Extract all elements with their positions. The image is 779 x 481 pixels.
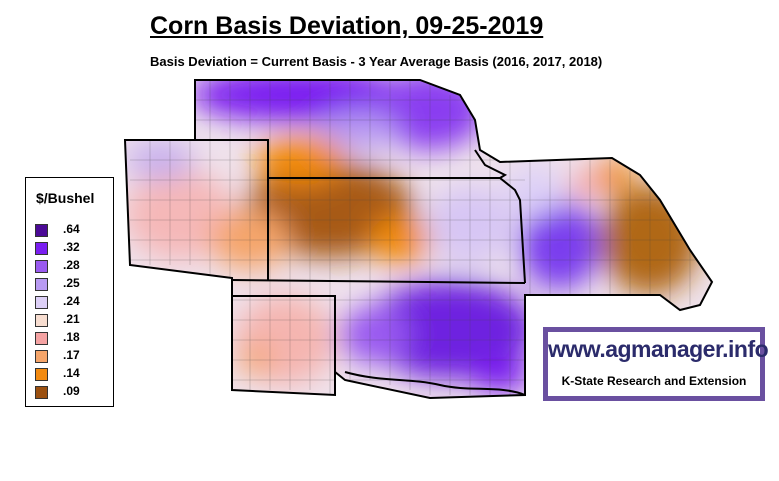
legend-label: .64 bbox=[63, 222, 80, 236]
legend-item: .25 bbox=[35, 276, 111, 292]
legend-swatch bbox=[35, 296, 48, 309]
legend-label: .17 bbox=[63, 348, 80, 362]
legend-label: .18 bbox=[63, 330, 80, 344]
legend-item: .32 bbox=[35, 240, 111, 256]
legend-item: .18 bbox=[35, 330, 111, 346]
logo-inner: www.agmanager.info K-State Research and … bbox=[548, 332, 769, 396]
legend-swatch bbox=[35, 260, 48, 273]
legend-label: .14 bbox=[63, 366, 80, 380]
state-boundaries bbox=[123, 79, 714, 400]
legend-swatch bbox=[35, 386, 48, 399]
legend-item: .09 bbox=[35, 384, 111, 400]
legend-label: .28 bbox=[63, 258, 80, 272]
legend-item: .21 bbox=[35, 312, 111, 328]
legend-label: .24 bbox=[63, 294, 80, 308]
logo-url-text: www.agmanager.info bbox=[548, 336, 769, 362]
legend-item: .14 bbox=[35, 366, 111, 382]
logo-org-text: K-State Research and Extension bbox=[561, 374, 747, 388]
legend-swatch bbox=[35, 224, 48, 237]
legend: $/Bushel .64 .32 .28 .25 .24 .21 .18 .17 .14 .09 bbox=[25, 177, 114, 407]
legend-swatch bbox=[35, 314, 48, 327]
legend-label: .21 bbox=[63, 312, 80, 326]
legend-swatch bbox=[35, 368, 48, 381]
map-subtitle: Basis Deviation = Current Basis - 3 Year… bbox=[150, 54, 603, 69]
legend-label: .32 bbox=[63, 240, 80, 254]
legend-swatch bbox=[35, 332, 48, 345]
legend-item: .17 bbox=[35, 348, 111, 364]
map-title: Corn Basis Deviation, 09-25-2019 bbox=[150, 12, 544, 40]
legend-label: .09 bbox=[63, 384, 80, 398]
legend-label: .25 bbox=[63, 276, 80, 290]
legend-item: .24 bbox=[35, 294, 111, 310]
legend-title: $/Bushel bbox=[36, 190, 95, 206]
legend-item: .28 bbox=[35, 258, 111, 274]
legend-swatch bbox=[35, 242, 48, 255]
legend-swatch bbox=[35, 350, 48, 363]
legend-swatch bbox=[35, 278, 48, 291]
agmanager-logo: www.agmanager.info K-State Research and … bbox=[543, 327, 769, 401]
legend-item: .64 bbox=[35, 222, 111, 238]
